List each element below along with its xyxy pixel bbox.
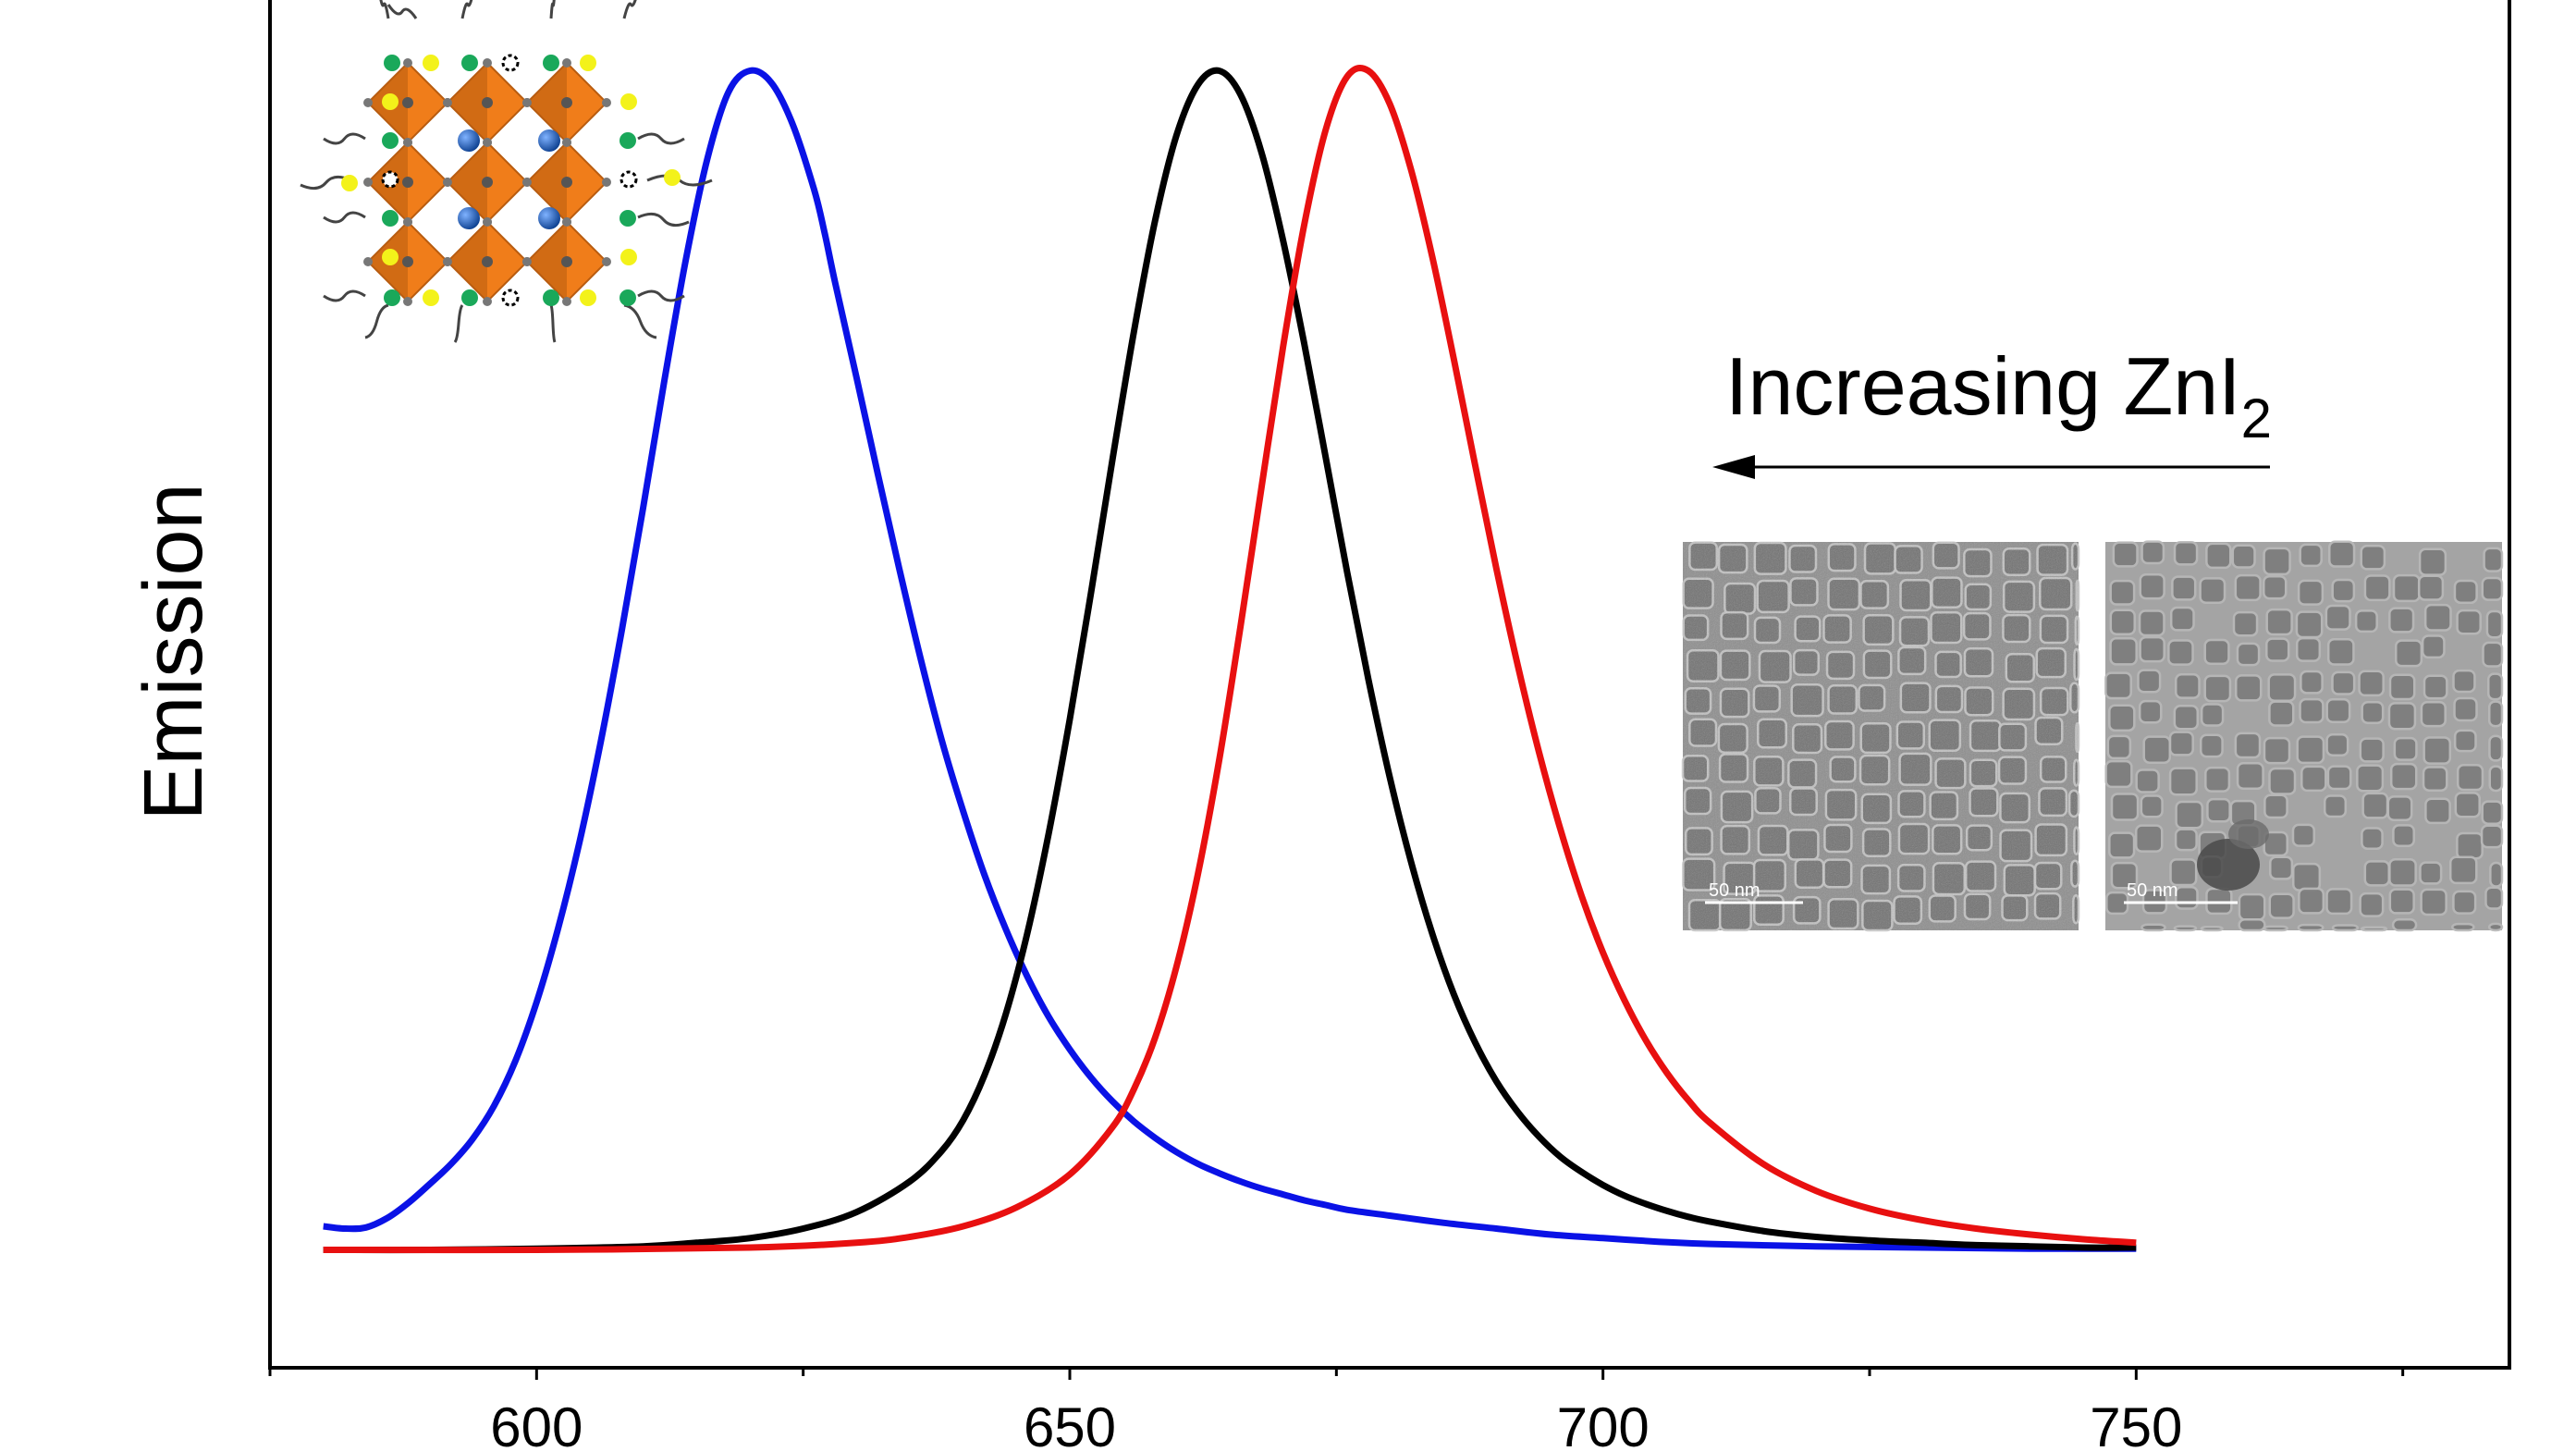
x-tick-labels: 600 650 700 750 — [490, 1396, 2182, 1451]
series-line-blue — [323, 67, 2137, 1252]
x-tick-label-700: 700 — [1557, 1396, 1650, 1451]
perovskite-lattice-schematic-icon — [300, 0, 713, 343]
series-line-red — [323, 65, 2137, 1254]
tem-image-right: 50 nm — [2104, 540, 2504, 932]
arrow-label-main: Increasing ZnI — [1725, 340, 2241, 432]
tem-image-left: 50 nm — [1681, 541, 2080, 932]
scale-bar-right-label: 50 nm — [2127, 880, 2178, 901]
arrow-label-subscript: 2 — [2241, 387, 2272, 449]
y-axis-title: Emission — [128, 483, 220, 820]
x-tick-label-600: 600 — [490, 1396, 583, 1451]
x-ticks — [268, 1368, 2405, 1380]
x-tick-label-650: 650 — [1024, 1396, 1116, 1451]
arrow-label: Increasing ZnI2 — [1725, 340, 2272, 449]
arrow-annotation: Increasing ZnI2 — [1712, 340, 2272, 479]
arrow-head — [1712, 455, 1755, 479]
x-tick-label-750: 750 — [2090, 1396, 2182, 1451]
scale-bar-left-label: 50 nm — [1709, 880, 1760, 901]
series-line-black — [323, 67, 2137, 1254]
series-lines — [323, 65, 2137, 1254]
